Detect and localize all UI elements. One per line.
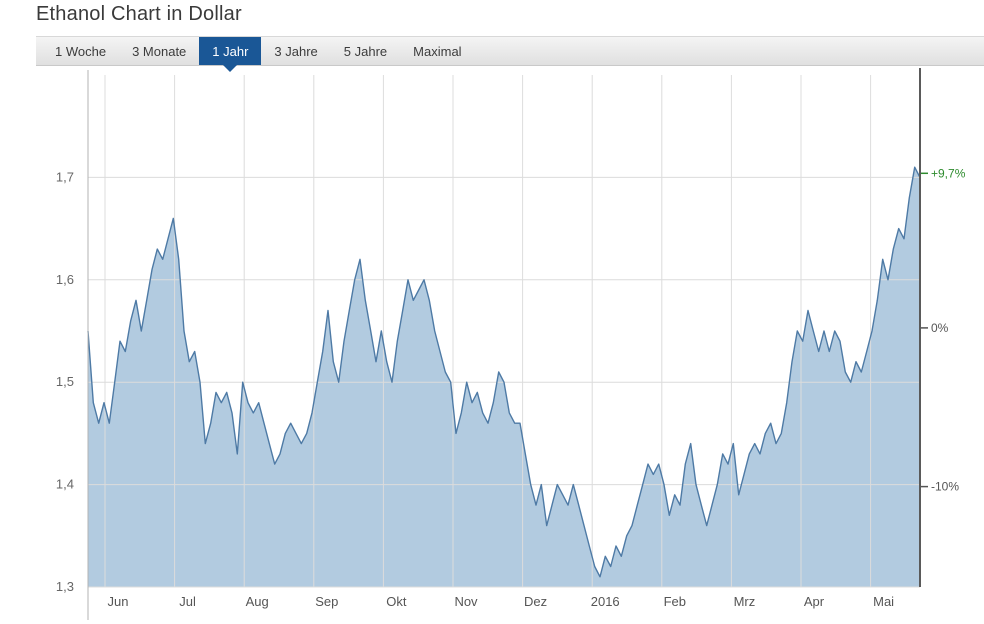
right-axis-label: 0% bbox=[931, 321, 949, 335]
y-axis-label: 1,4 bbox=[56, 477, 74, 492]
x-axis-label: Feb bbox=[664, 594, 686, 609]
tab-1-jahr[interactable]: 1 Jahr bbox=[199, 37, 262, 72]
page-title: Ethanol Chart in Dollar bbox=[36, 3, 242, 25]
tab-1-woche[interactable]: 1 Woche bbox=[55, 43, 107, 59]
x-axis-label: Mrz bbox=[734, 594, 756, 609]
x-axis-label: Mai bbox=[873, 594, 894, 609]
chart-line bbox=[87, 166, 921, 578]
x-axis-label: Jun bbox=[108, 594, 129, 609]
y-axis-label: 1,3 bbox=[56, 579, 74, 594]
x-axis-label: Okt bbox=[386, 594, 407, 609]
right-axis-label: +9,7% bbox=[931, 166, 966, 180]
tab-3-monate[interactable]: 3 Monate bbox=[132, 43, 187, 59]
x-axis-label: Dez bbox=[524, 594, 547, 609]
y-axis-label: 1,7 bbox=[56, 169, 74, 184]
range-tabbar: 1 Woche 3 Monate 1 Jahr 3 Jahre 5 Jahre … bbox=[36, 36, 984, 72]
x-axis-label: Nov bbox=[454, 594, 478, 609]
tab-5-jahre[interactable]: 5 Jahre bbox=[343, 43, 388, 59]
tab-maximal[interactable]: Maximal bbox=[413, 43, 462, 59]
right-axis-label: -10% bbox=[931, 480, 959, 494]
tab-3-jahre[interactable]: 3 Jahre bbox=[274, 43, 318, 59]
y-axis-label: 1,5 bbox=[56, 374, 74, 389]
chart-area-fill bbox=[88, 167, 920, 587]
x-axis-label: Apr bbox=[804, 594, 825, 609]
x-axis-label: Jul bbox=[179, 594, 196, 609]
x-axis-label: Aug bbox=[246, 594, 269, 609]
y-axis-label: 1,6 bbox=[56, 272, 74, 287]
x-axis-label: 2016 bbox=[591, 594, 620, 609]
x-axis-label: Sep bbox=[315, 594, 338, 609]
